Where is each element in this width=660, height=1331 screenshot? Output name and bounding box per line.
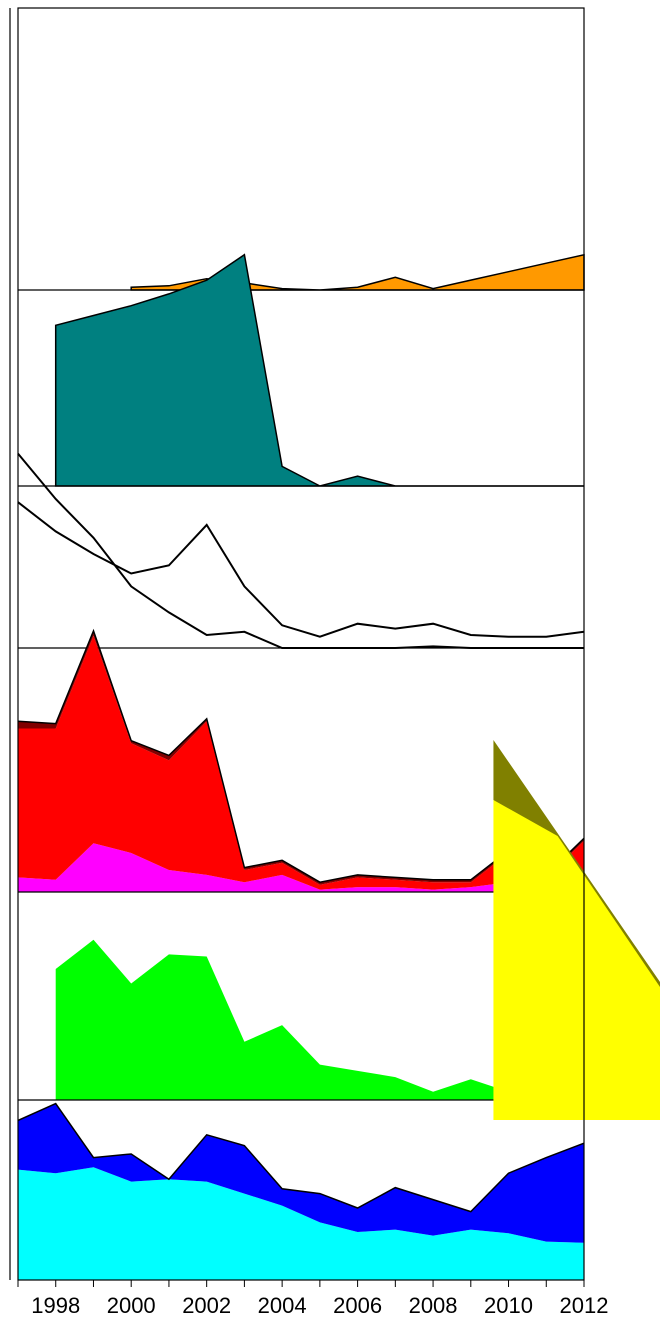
panel-4-area-2 (18, 635, 584, 890)
x-tick-label-2004: 2004 (258, 1293, 307, 1318)
panel-3 (17, 452, 585, 649)
panel-3-line-1 (17, 501, 585, 638)
x-axis: 1998 2000 2002 2004 2006 2008 2010 2012 (17, 1280, 609, 1318)
panel-5 (18, 939, 584, 1101)
panel-6-area-2 (18, 1103, 584, 1243)
panel-5-area-1 (55, 939, 584, 1100)
overlay-group (493, 0, 660, 1120)
x-tick-label-2000: 2000 (107, 1293, 156, 1318)
panel-1-area-1 (130, 253, 585, 291)
panel-4 (17, 628, 585, 893)
x-tick-label-2002: 2002 (182, 1293, 231, 1318)
panel-6-area-1 (18, 1167, 584, 1280)
overlay-wedge-fill (493, 800, 660, 1120)
panel-6-outline (17, 1102, 585, 1213)
x-tick-label-2006: 2006 (333, 1293, 382, 1318)
x-tick-label-2008: 2008 (409, 1293, 458, 1318)
chart-frame (9, 7, 585, 1281)
panel-1 (18, 253, 585, 291)
panel-2 (18, 253, 584, 487)
overlay-unused (493, 0, 557, 740)
plot-border (17, 7, 585, 1281)
x-tick-label-2012: 2012 (560, 1293, 609, 1318)
panels-group (17, 253, 585, 1280)
panel-4-outline (17, 628, 585, 883)
x-tick-label-1998: 1998 (31, 1293, 80, 1318)
x-tick-label-2010: 2010 (484, 1293, 533, 1318)
panel-6 (17, 1102, 585, 1280)
panel-4-area-1 (18, 843, 584, 892)
